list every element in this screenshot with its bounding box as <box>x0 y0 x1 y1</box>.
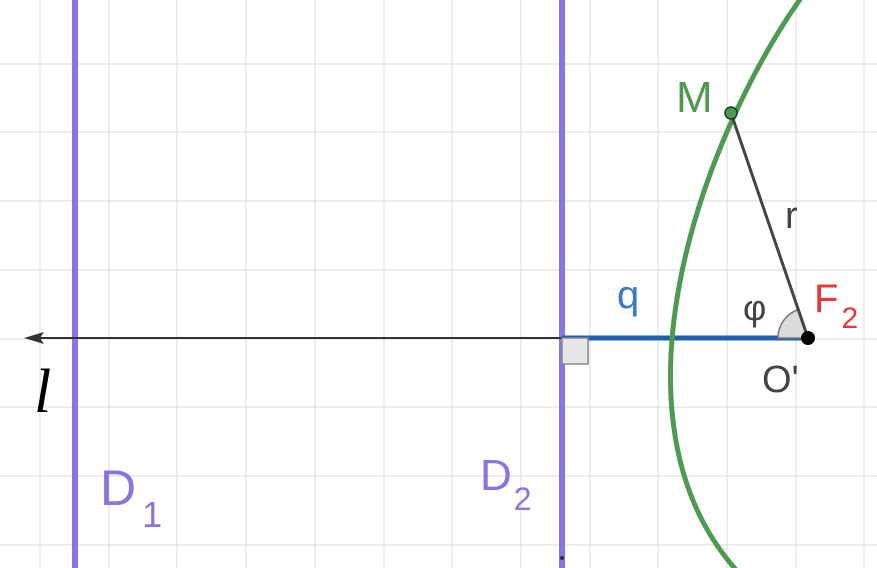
label-angle-phi: φ <box>743 287 766 328</box>
d2-bottom-dot <box>560 556 564 560</box>
point-m <box>724 106 738 120</box>
label-line-l: l <box>34 358 51 426</box>
label-distance-q: q <box>617 273 639 317</box>
hyperbola-branch <box>668 0 803 568</box>
radius-segment-r <box>729 112 810 339</box>
right-angle-marker <box>561 337 589 365</box>
point-f2 <box>801 331 815 345</box>
label-point-m: M <box>676 73 713 122</box>
label-origin-o: O' <box>762 359 799 401</box>
label-radius-r: r <box>785 195 798 237</box>
axis-arrow-left <box>24 332 44 344</box>
label-d2: D2 <box>480 451 532 517</box>
